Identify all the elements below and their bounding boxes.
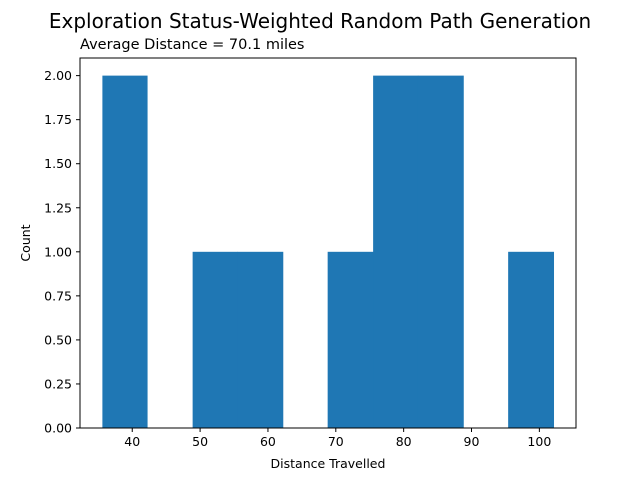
x-tick-label: 40 (124, 434, 140, 449)
y-tick-label: 1.75 (44, 112, 72, 127)
histogram-bar (192, 251, 238, 428)
x-tick-label: 80 (396, 434, 412, 449)
x-tick-label: 70 (328, 434, 344, 449)
chart-title: Exploration Status-Weighted Random Path … (49, 9, 591, 33)
histogram-bar (327, 251, 374, 428)
y-tick-label: 0.50 (44, 332, 72, 347)
y-tick-label: 2.00 (44, 68, 72, 83)
x-tick-label: 90 (464, 434, 480, 449)
y-tick-label: 0.75 (44, 288, 72, 303)
x-tick-label: 50 (192, 434, 208, 449)
histogram-bars (102, 75, 555, 429)
x-tick-label: 60 (260, 434, 276, 449)
y-axis-label: Count (18, 224, 33, 261)
histogram-bar (102, 75, 148, 429)
histogram-bar (373, 75, 419, 429)
chart-subtitle: Average Distance = 70.1 miles (80, 37, 304, 53)
histogram-bar (417, 75, 464, 429)
x-tick-label: 100 (527, 434, 551, 449)
y-tick-label: 0.00 (44, 421, 72, 436)
histogram-bar (237, 251, 284, 428)
y-tick-label: 1.50 (44, 156, 72, 171)
y-axis-ticks: 0.00 0.25 0.50 0.75 1.00 1.25 1.50 1.75 2.00 (44, 68, 80, 436)
x-axis-label: Distance Travelled (271, 456, 386, 471)
y-tick-label: 1.00 (44, 244, 72, 259)
y-tick-label: 1.25 (44, 200, 72, 215)
x-axis-ticks: 40 50 60 70 80 90 100 (124, 428, 551, 449)
y-tick-label: 0.25 (44, 376, 72, 391)
plot-frame (79, 57, 577, 429)
histogram-bar (508, 251, 555, 428)
